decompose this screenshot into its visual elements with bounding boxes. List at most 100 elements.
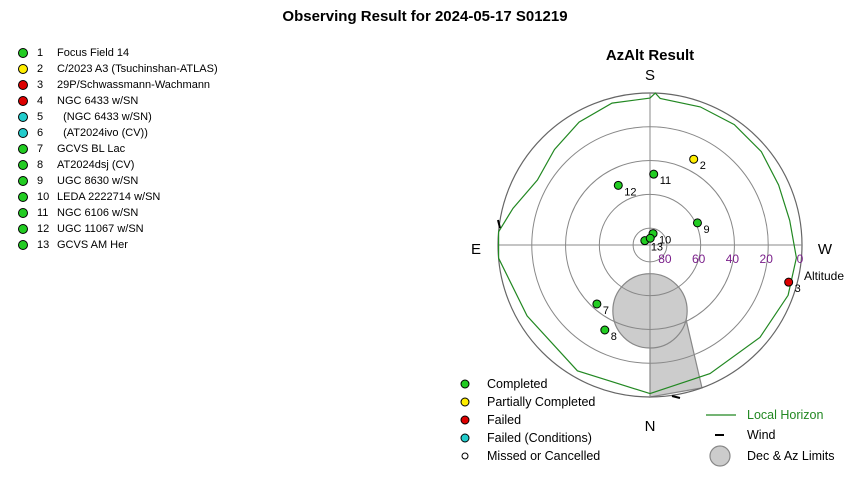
target-point-label: 7: [603, 305, 609, 317]
page-title: Observing Result for 2024-05-17 S01219: [282, 8, 568, 25]
target-name: UGC 11067 w/SN: [57, 223, 144, 235]
legend-label: Failed: [487, 413, 521, 427]
target-number: 3: [37, 79, 44, 91]
target-list-item: 3 29P/Schwassmann-Wachmann: [14, 77, 218, 93]
status-dot-icon: [18, 80, 28, 90]
target-list-item: 9 UGC 8630 w/SN: [14, 173, 218, 189]
target-number: 13: [37, 239, 50, 251]
target-list-item: 12 UGC 11067 w/SN: [14, 221, 218, 237]
target-point-label: 9: [703, 224, 709, 236]
legend-marker: [460, 397, 470, 407]
local-horizon-line: [498, 92, 798, 395]
wind-marker: [671, 395, 681, 399]
target-point-label: 10: [659, 235, 671, 247]
legend-extra-label: Local Horizon: [747, 408, 823, 422]
target-name: C/2023 A3 (Tsuchinshan-ATLAS): [57, 63, 218, 75]
altitude-axis-label: Altitude: [804, 269, 844, 283]
direction-east-label: E: [471, 241, 481, 258]
altitude-ring-labels: 80 60 40 20 0: [658, 252, 803, 266]
target-list-item: 8 AT2024dsj (CV): [14, 157, 218, 173]
target-number: 1: [37, 47, 44, 59]
status-dot-icon: [18, 176, 28, 186]
legend-marker: [461, 452, 469, 460]
target-list-item: 11 NGC 6106 w/SN: [14, 205, 218, 221]
status-dot-icon: [18, 144, 28, 154]
target-list-item: 4 NGC 6433 w/SN: [14, 93, 218, 109]
target-point: [689, 154, 699, 164]
status-dot-icon: [18, 96, 28, 106]
status-dot-icon: [18, 48, 28, 58]
local-horizon-layer: [498, 92, 798, 395]
target-list: 1 Focus Field 14 2 C/2023 A3 (Tsuchinshan-A…: [14, 45, 218, 253]
target-number: 6: [37, 127, 44, 139]
target-number: 2: [37, 63, 44, 75]
chart-legend: Completed Partially Completed Failed Failed…: [460, 377, 600, 463]
legend-label: Missed or Cancelled: [487, 449, 600, 463]
status-dot-icon: [18, 64, 28, 74]
direction-west-label: W: [818, 241, 833, 258]
target-name: GCVS BL Lac: [57, 143, 126, 155]
target-point: [592, 299, 602, 309]
target-point-label: 3: [795, 283, 801, 295]
target-point-label: 12: [624, 186, 636, 198]
target-name: NGC 6433 w/SN: [57, 95, 139, 107]
legend-label: Failed (Conditions): [487, 431, 592, 445]
legend-extra-label: Wind: [747, 428, 776, 442]
target-point: [613, 180, 623, 190]
altitude-rings: [497, 92, 803, 398]
legend-extra-label: Dec & Az Limits: [747, 449, 835, 463]
target-point: [784, 277, 794, 287]
status-dot-icon: [18, 208, 28, 218]
target-list-item: 13 GCVS AM Her: [14, 237, 218, 253]
target-number: 11: [37, 207, 49, 219]
direction-south-label: S: [645, 67, 655, 84]
target-point: [600, 325, 610, 335]
target-list-item: 7 GCVS BL Lac: [14, 141, 218, 157]
altitude-tick-label: 0: [797, 252, 804, 266]
direction-north-label: N: [645, 418, 656, 435]
target-number: 12: [37, 223, 50, 235]
target-list-item: 5 (NGC 6433 w/SN): [14, 109, 218, 125]
chart-title: AzAlt Result: [606, 47, 694, 64]
legend-label: Completed: [487, 377, 547, 391]
target-number: 4: [37, 95, 44, 107]
target-point: [649, 169, 659, 179]
target-number: 10: [37, 191, 50, 203]
target-point-label: 2: [700, 160, 706, 172]
altitude-tick-label: 60: [692, 252, 706, 266]
altitude-tick-label: 40: [726, 252, 740, 266]
target-point-label: 11: [660, 175, 671, 187]
status-dot-icon: [18, 112, 28, 122]
target-points: 2 3 7 8 9 10 11 12 13: [497, 154, 801, 399]
legend-label: Partially Completed: [487, 395, 595, 409]
target-name: LEDA 2222714 w/SN: [57, 191, 161, 203]
target-name: AT2024dsj (CV): [57, 159, 135, 171]
target-list-item: 1 Focus Field 14: [14, 45, 218, 61]
status-dot-icon: [18, 128, 28, 138]
target-number: 7: [37, 143, 44, 155]
status-dot-icon: [18, 240, 28, 250]
target-point: [692, 218, 702, 228]
legend-marker: [460, 415, 470, 425]
chart-legend-extra: Local Horizon Wind Dec & Az Limits: [706, 408, 835, 467]
target-name: Focus Field 14: [57, 47, 130, 59]
target-name: (NGC 6433 w/SN): [57, 111, 152, 123]
target-point-label: 13: [651, 242, 663, 254]
status-dot-icon: [18, 224, 28, 234]
altitude-tick-label: 20: [760, 252, 774, 266]
target-point: [645, 233, 655, 243]
target-list-item: 6 (AT2024ivo (CV)): [14, 125, 218, 141]
target-name: NGC 6106 w/SN: [57, 207, 139, 219]
dec-az-limits-layer: [612, 273, 703, 398]
target-name: 29P/Schwassmann-Wachmann: [57, 79, 211, 91]
target-number: 8: [37, 159, 44, 171]
target-number: 5: [37, 111, 44, 123]
status-dot-icon: [18, 192, 28, 202]
wind-marker: [497, 219, 501, 229]
target-number: 9: [37, 175, 44, 187]
target-name: UGC 8630 w/SN: [57, 175, 139, 187]
target-point-label: 8: [611, 331, 617, 343]
target-name: GCVS AM Her: [57, 239, 128, 251]
target-list-item: 10 LEDA 2222714 w/SN: [14, 189, 218, 205]
